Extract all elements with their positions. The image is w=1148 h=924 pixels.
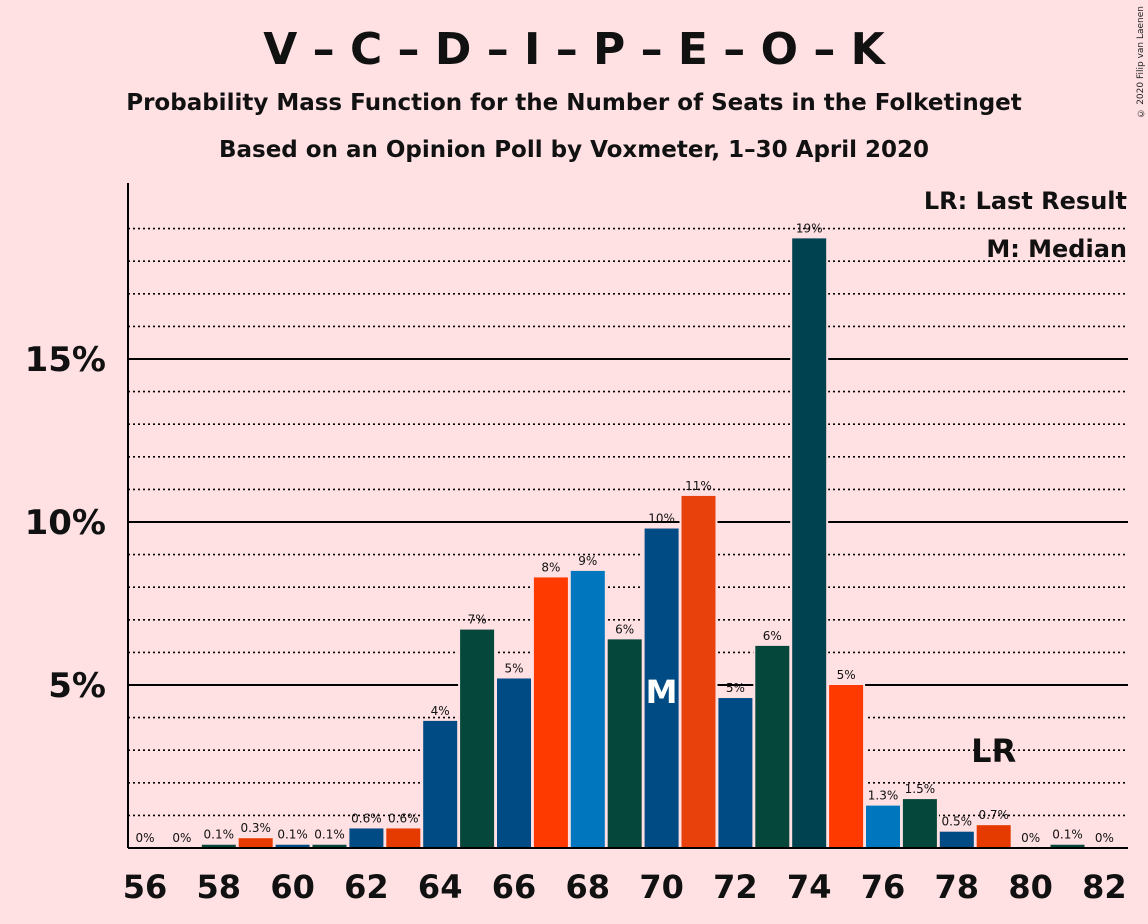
bar-seats-59 [238,838,273,848]
bar-seats-72 [718,698,753,848]
bar-seats-61 [312,844,347,848]
bar-seats-68 [570,570,605,848]
data-label-seats-58: 0.1% [204,828,235,842]
x-tick-label-60: 60 [270,868,315,906]
last-result-marker: LR [971,732,1016,770]
y-tick-label-15: 15% [25,340,106,380]
data-label-seats-56: 0% [135,831,154,845]
x-tick-label-70: 70 [639,868,684,906]
bar-seats-63 [386,828,421,848]
x-tick-label-82: 82 [1082,868,1127,906]
bar-seats-60 [275,844,310,848]
bar-seats-66 [497,678,531,848]
chart-subtitle-1: Probability Mass Function for the Number… [126,90,1022,116]
data-label-seats-74: 19% [796,221,823,235]
bar-seats-77 [902,799,937,848]
data-label-seats-80: 0% [1021,831,1040,845]
x-tick-label-78: 78 [935,868,980,906]
x-tick-label-56: 56 [123,868,168,906]
bar-seats-64 [423,720,458,848]
chart-title: V – C – D – I – P – E – O – K [263,24,885,75]
data-label-seats-63: 0.6% [388,811,419,825]
data-label-seats-76: 1.3% [868,789,899,803]
x-tick-label-62: 62 [344,868,389,906]
bar-seats-67 [533,577,568,848]
data-label-seats-82: 0% [1095,831,1114,845]
data-label-seats-75: 5% [837,668,856,682]
data-label-seats-72: 5% [726,681,745,695]
data-label-seats-66: 5% [504,661,523,675]
bar-seats-81 [1050,844,1085,848]
bar-seats-71 [681,495,716,848]
x-tick-label-68: 68 [566,868,611,906]
y-tick-label-10: 10% [25,503,106,543]
data-label-seats-79: 0.7% [978,808,1009,822]
x-tick-label-58: 58 [197,868,242,906]
x-tick-label-64: 64 [418,868,463,906]
data-label-seats-60: 0.1% [277,828,308,842]
data-label-seats-77: 1.5% [905,782,936,796]
data-label-seats-64: 4% [431,704,450,718]
x-tick-label-80: 80 [1008,868,1053,906]
data-label-seats-78: 0.5% [942,815,973,829]
bar-seats-76 [866,805,900,848]
y-tick-label-5: 5% [48,666,106,706]
data-label-seats-81: 0.1% [1052,828,1083,842]
data-label-seats-69: 6% [615,622,634,636]
data-label-seats-70: 10% [648,512,675,526]
bar-seats-73 [755,645,790,848]
data-label-seats-62: 0.6% [351,811,382,825]
legend-median: M: Median [986,235,1127,263]
data-labels-group: 0% 0% 0.1% 0.3% 0.1% 0.1% 0.6% 0.6% 4% 7% 5% 8% 9% 6%… [135,221,1113,845]
bar-seats-65 [460,629,495,848]
x-tick-label-66: 66 [492,868,537,906]
chart-subtitle-2: Based on an Opinion Poll by Voxmeter, 1–… [218,137,930,163]
x-tick-label-74: 74 [787,868,832,906]
bar-seats-69 [607,639,642,848]
bar-seats-79 [976,825,1011,848]
bar-seats-74 [792,238,827,848]
data-label-seats-68: 9% [578,554,597,568]
bar-seats-75 [829,685,864,848]
axes-group: 56 58 60 62 64 66 68 70 72 74 76 78 80 82 5% 10% 15% [25,183,1128,906]
median-marker: M [646,673,678,711]
data-label-seats-61: 0.1% [314,828,345,842]
data-label-seats-73: 6% [763,629,782,643]
data-label-seats-67: 8% [541,560,560,574]
x-tick-label-76: 76 [861,868,906,906]
bar-seats-58 [201,844,236,848]
legend-last-result: LR: Last Result [924,187,1127,215]
bars-group [199,236,1087,848]
bar-seats-70 [644,528,679,848]
data-label-seats-65: 7% [468,613,487,627]
data-label-seats-59: 0.3% [240,821,271,835]
bar-seats-62 [349,828,384,848]
x-tick-label-72: 72 [713,868,758,906]
data-label-seats-71: 11% [685,479,712,493]
bar-seats-78 [939,831,974,848]
data-label-seats-57: 0% [172,831,191,845]
